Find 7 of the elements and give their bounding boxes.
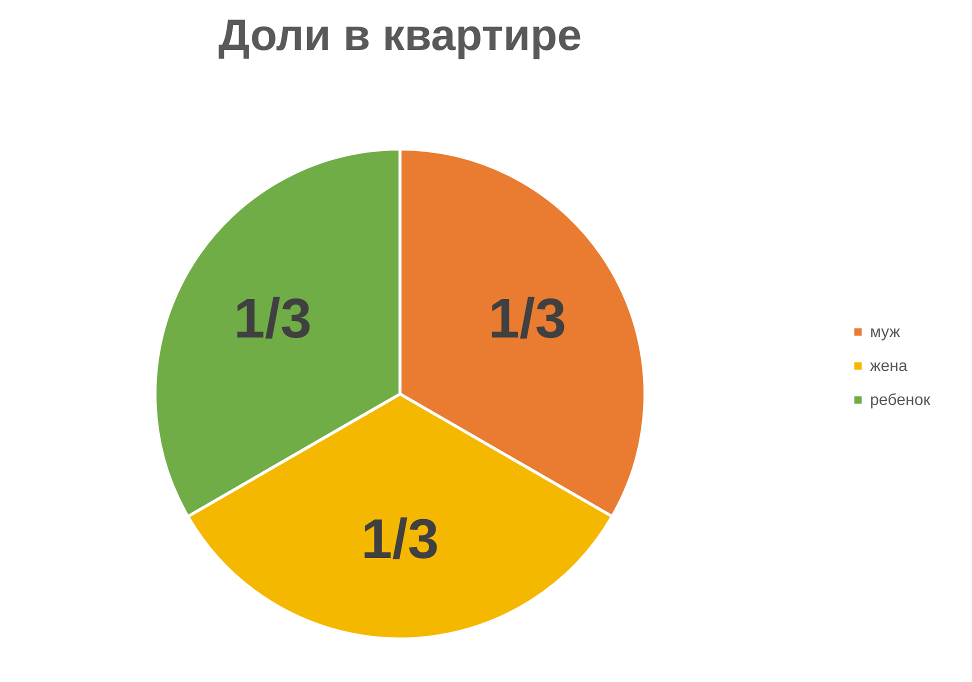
data-label: 1/3 bbox=[234, 286, 312, 350]
legend-label: ребенок bbox=[870, 392, 932, 409]
legend-label: жена bbox=[870, 358, 908, 375]
data-label: 1/3 bbox=[361, 507, 439, 570]
data-label: 1/3 bbox=[488, 286, 566, 350]
legend-label: муж bbox=[870, 324, 900, 341]
chart-title: Доли в квартире bbox=[218, 11, 582, 60]
